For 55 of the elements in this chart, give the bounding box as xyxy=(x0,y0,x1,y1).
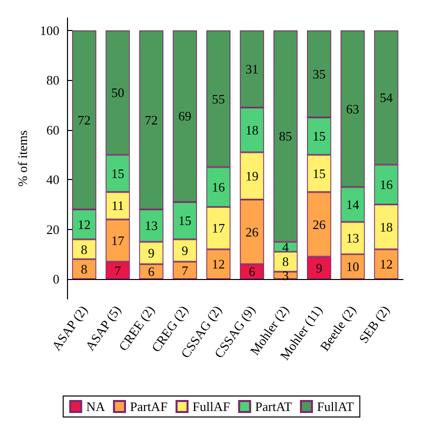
legend-label: FullAF xyxy=(192,399,230,414)
data-label: 6 xyxy=(148,264,156,280)
data-label: 69 xyxy=(178,108,192,124)
legend-label: PartAT xyxy=(255,399,292,414)
data-label: 26 xyxy=(312,216,326,232)
data-label: 31 xyxy=(245,61,258,76)
data-label: 10 xyxy=(346,259,360,274)
y-axis-title: % of items xyxy=(15,130,30,187)
data-label: 15 xyxy=(178,213,192,228)
data-label: 14 xyxy=(346,197,360,212)
legend-label: PartAF xyxy=(130,399,168,414)
data-label: 15 xyxy=(111,166,124,181)
data-label: 18 xyxy=(245,122,258,138)
data-label: 16 xyxy=(380,177,394,192)
data-label: 35 xyxy=(312,66,326,82)
data-label: 19 xyxy=(245,168,258,184)
data-label: 11 xyxy=(111,198,124,214)
data-label: 12 xyxy=(78,216,91,232)
data-label: 17 xyxy=(212,220,226,236)
data-label: 85 xyxy=(279,128,292,144)
data-label: 9 xyxy=(148,245,155,260)
y-tick-label: 0 xyxy=(52,272,60,287)
data-label: 55 xyxy=(212,91,225,106)
data-label: 50 xyxy=(111,85,124,100)
data-label: 17 xyxy=(111,233,125,248)
data-label: 8 xyxy=(80,262,88,277)
data-label: 16 xyxy=(212,180,226,195)
y-tick-label: 20 xyxy=(46,222,60,237)
data-label: 7 xyxy=(182,262,189,278)
data-label: 12 xyxy=(212,256,225,272)
data-label: 63 xyxy=(346,101,360,116)
x-tick-label: SEB (2) xyxy=(356,302,392,346)
data-label: 8 xyxy=(282,254,289,270)
y-tick-label: 100 xyxy=(40,22,60,38)
data-label: 54 xyxy=(380,90,394,106)
y-tick-label: 60 xyxy=(46,122,60,138)
data-label: 12 xyxy=(380,256,393,272)
data-label: 8 xyxy=(80,242,88,257)
data-label: 15 xyxy=(312,128,326,144)
data-label: 18 xyxy=(380,219,393,234)
data-label: 4 xyxy=(282,239,290,254)
data-label: 26 xyxy=(245,224,259,240)
data-label: 6 xyxy=(248,264,256,280)
legend-label: FullAT xyxy=(316,399,354,414)
data-label: 7 xyxy=(114,262,122,278)
data-label: 13 xyxy=(144,218,158,234)
data-label: 72 xyxy=(144,112,158,128)
y-tick-label: 40 xyxy=(46,172,60,188)
legend-label: NA xyxy=(86,399,106,414)
y-tick-label: 80 xyxy=(46,72,60,88)
data-label: 72 xyxy=(78,112,91,128)
data-label: 13 xyxy=(346,230,360,246)
data-label: 9 xyxy=(316,260,322,276)
data-label: 15 xyxy=(312,166,326,181)
data-label: 9 xyxy=(182,243,188,258)
